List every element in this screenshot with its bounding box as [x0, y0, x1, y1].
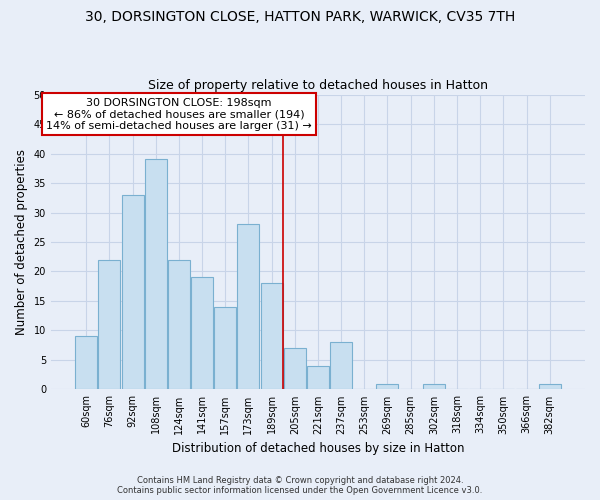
Bar: [122, 195, 143, 390]
Y-axis label: Number of detached properties: Number of detached properties: [15, 149, 28, 335]
Bar: [376, 384, 398, 390]
Bar: [423, 384, 445, 390]
X-axis label: Distribution of detached houses by size in Hatton: Distribution of detached houses by size …: [172, 442, 464, 455]
Bar: [98, 260, 121, 390]
Bar: [145, 160, 167, 390]
Bar: [330, 342, 352, 390]
Bar: [284, 348, 306, 390]
Bar: [191, 278, 213, 390]
Bar: [238, 224, 259, 390]
Bar: [214, 307, 236, 390]
Title: Size of property relative to detached houses in Hatton: Size of property relative to detached ho…: [148, 79, 488, 92]
Text: 30 DORSINGTON CLOSE: 198sqm
← 86% of detached houses are smaller (194)
14% of se: 30 DORSINGTON CLOSE: 198sqm ← 86% of det…: [46, 98, 312, 130]
Bar: [260, 284, 283, 390]
Bar: [75, 336, 97, 390]
Text: Contains HM Land Registry data © Crown copyright and database right 2024.
Contai: Contains HM Land Registry data © Crown c…: [118, 476, 482, 495]
Bar: [168, 260, 190, 390]
Text: 30, DORSINGTON CLOSE, HATTON PARK, WARWICK, CV35 7TH: 30, DORSINGTON CLOSE, HATTON PARK, WARWI…: [85, 10, 515, 24]
Bar: [307, 366, 329, 390]
Bar: [539, 384, 561, 390]
